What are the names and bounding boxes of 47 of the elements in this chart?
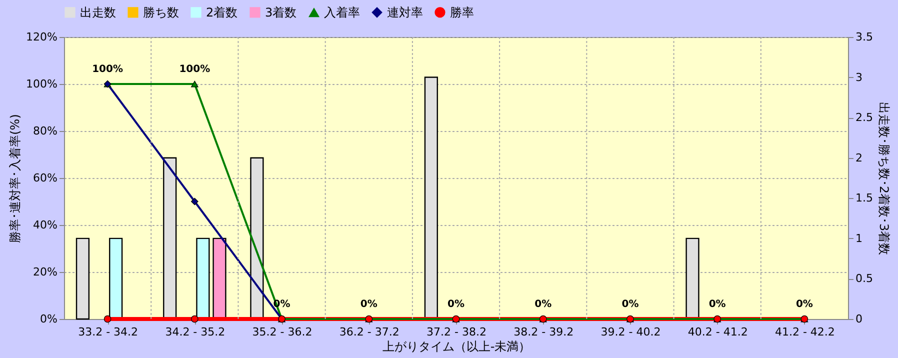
data-label: 0%	[708, 299, 726, 310]
data-label: 0%	[622, 299, 639, 310]
y2-axis-title: 出走数･勝ち数･2着数･3着数	[876, 102, 891, 256]
data-label: 100%	[179, 64, 210, 75]
y2-tick-label: 0	[856, 312, 862, 326]
y2-tick-label: 2	[856, 151, 862, 164]
x-tick-label: 34.2 - 35.2	[165, 326, 226, 338]
x-axis-title: 上がりタイム（以上-未満）	[382, 340, 531, 354]
y-tick-label: 40%	[33, 218, 58, 232]
x-tick-label: 35.2 - 36.2	[252, 326, 312, 338]
y-tick-label: 80%	[33, 124, 58, 138]
legend-label: 2着数	[206, 5, 238, 20]
y2-tick-label: 0.5	[856, 272, 873, 286]
x-tick-label: 40.2 - 41.2	[688, 326, 748, 338]
legend-label: 3着数	[265, 5, 297, 20]
data-label: 0%	[796, 299, 813, 310]
y2-tick-label: 3	[856, 70, 862, 84]
y-tick-label: 0%	[40, 312, 58, 326]
x-tick-label: 39.2 - 40.2	[600, 326, 661, 338]
x-tick-label: 38.2 - 39.2	[514, 326, 574, 338]
data-label: 0%	[534, 299, 552, 310]
legend-label: 入着率	[324, 6, 360, 20]
x-tick-label: 36.2 - 37.2	[339, 326, 400, 338]
x-tick-label: 41.2 - 42.2	[774, 326, 835, 338]
legend-label: 勝ち数	[143, 5, 179, 20]
y2-tick-label: 3.5	[856, 30, 873, 44]
point	[104, 315, 112, 323]
y2-tick-label: 1.5	[856, 192, 873, 205]
point	[191, 315, 198, 323]
legend-label: 勝率	[450, 5, 474, 20]
y2-tick-label: 1	[856, 232, 862, 245]
y2-tick-label: 2.5	[856, 111, 873, 124]
x-tick-label: 37.2 - 38.2	[426, 326, 486, 338]
data-label: 100%	[92, 64, 124, 75]
legend-label: 連対率	[387, 5, 423, 20]
data-label: 0%	[448, 299, 464, 310]
x-tick-label: 33.2 - 34.2	[78, 326, 138, 338]
y-tick-label: 100%	[26, 78, 58, 90]
data-label: 0%	[360, 299, 378, 310]
y-tick-label: 20%	[33, 266, 58, 278]
legend-label: 出走数	[80, 5, 116, 20]
point	[191, 80, 198, 88]
point	[191, 198, 198, 206]
y-tick-label: 60%	[33, 172, 58, 184]
y-tick-label: 120%	[26, 30, 58, 44]
bar	[76, 238, 90, 320]
y-axis-title: 勝率･連対率･入着率(%)	[8, 114, 22, 243]
